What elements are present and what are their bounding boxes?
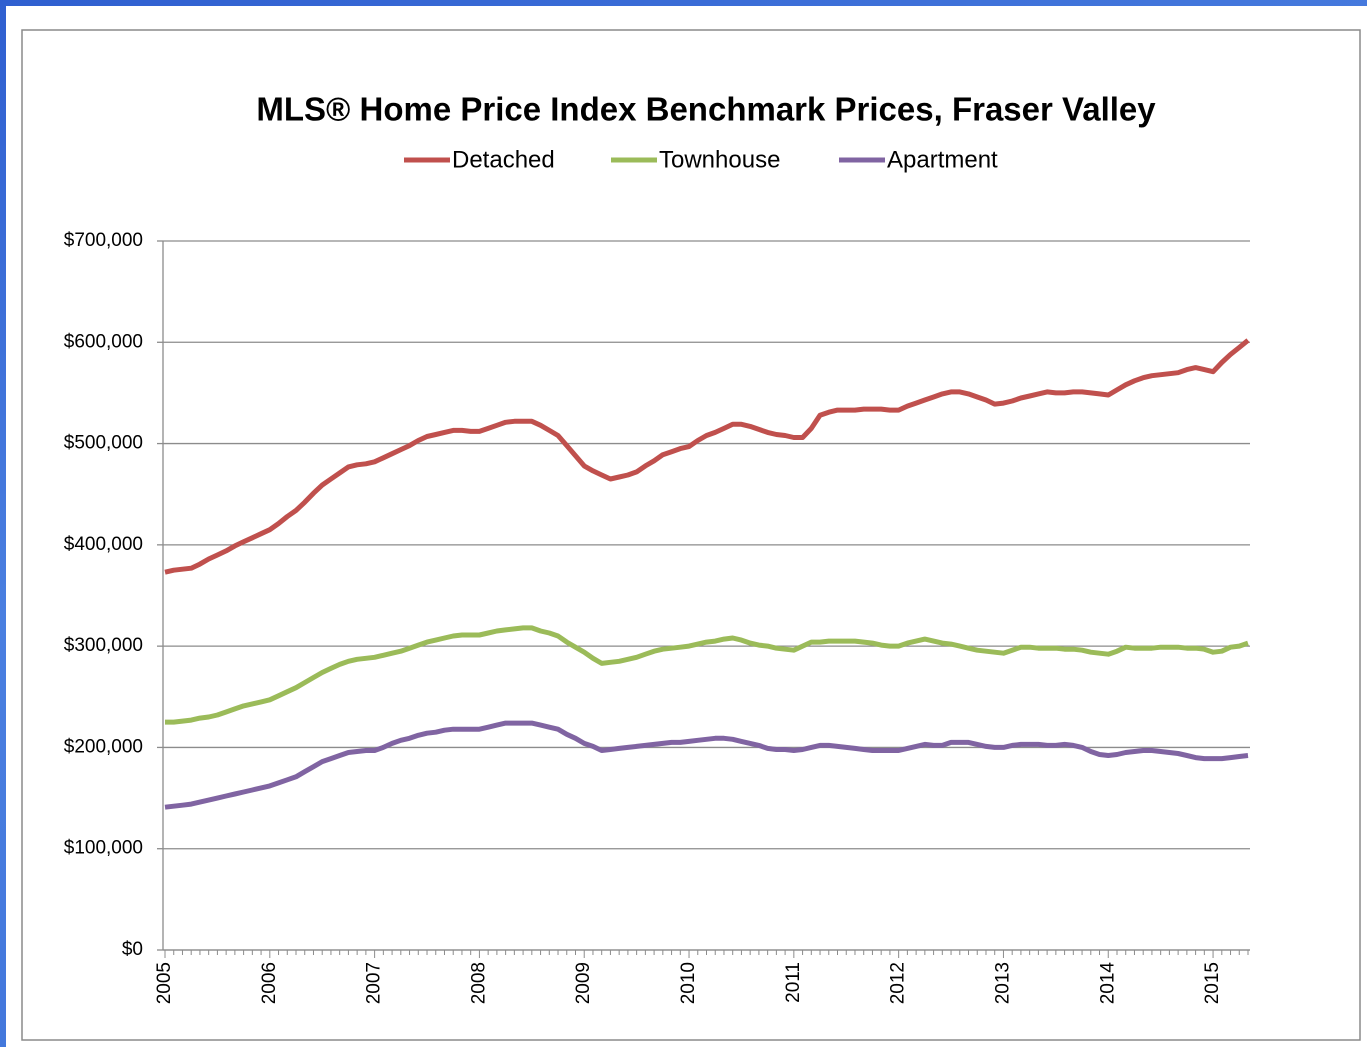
- y-tick-label: $700,000: [64, 230, 143, 251]
- x-tick-label: 2010: [678, 962, 699, 1004]
- x-tick-label: 2012: [888, 962, 909, 1004]
- chart-border: [21, 29, 1361, 1041]
- series-line: [165, 625, 1249, 725]
- x-tick-label: 2013: [992, 962, 1013, 1004]
- chart-panel: MLS® Home Price Index Benchmark Prices, …: [6, 6, 1367, 1047]
- y-tick-label: $0: [122, 939, 143, 960]
- y-tick-label: $200,000: [64, 736, 143, 757]
- x-tick-label: 2005: [154, 962, 175, 1004]
- series-line: [164, 338, 1250, 575]
- x-tick-label: 2006: [259, 962, 280, 1004]
- chart: MLS® Home Price Index Benchmark Prices, …: [21, 29, 1361, 1041]
- legend-label: Detached: [452, 146, 555, 173]
- y-tick-label: $600,000: [64, 331, 143, 352]
- x-tick-label: 2008: [468, 962, 489, 1004]
- x-tick-label: 2011: [783, 962, 804, 1003]
- x-tick-label: 2009: [573, 962, 594, 1004]
- series-line: [164, 720, 1249, 810]
- x-tick-label: 2015: [1202, 962, 1223, 1004]
- y-tick-label: $100,000: [64, 838, 143, 859]
- y-tick-label: $500,000: [64, 433, 143, 454]
- x-tick-label: 2014: [1097, 962, 1118, 1005]
- chart-title: MLS® Home Price Index Benchmark Prices, …: [256, 91, 1156, 128]
- legend-label: Townhouse: [659, 146, 780, 173]
- y-tick-label: $300,000: [64, 635, 143, 656]
- legend-label: Apartment: [887, 146, 998, 173]
- y-tick-label: $400,000: [64, 534, 143, 555]
- x-tick-label: 2007: [364, 962, 385, 1004]
